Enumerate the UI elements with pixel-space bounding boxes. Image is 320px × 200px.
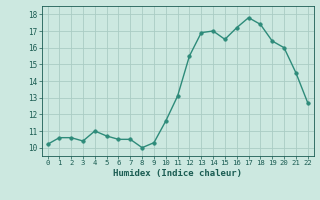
X-axis label: Humidex (Indice chaleur): Humidex (Indice chaleur) xyxy=(113,169,242,178)
